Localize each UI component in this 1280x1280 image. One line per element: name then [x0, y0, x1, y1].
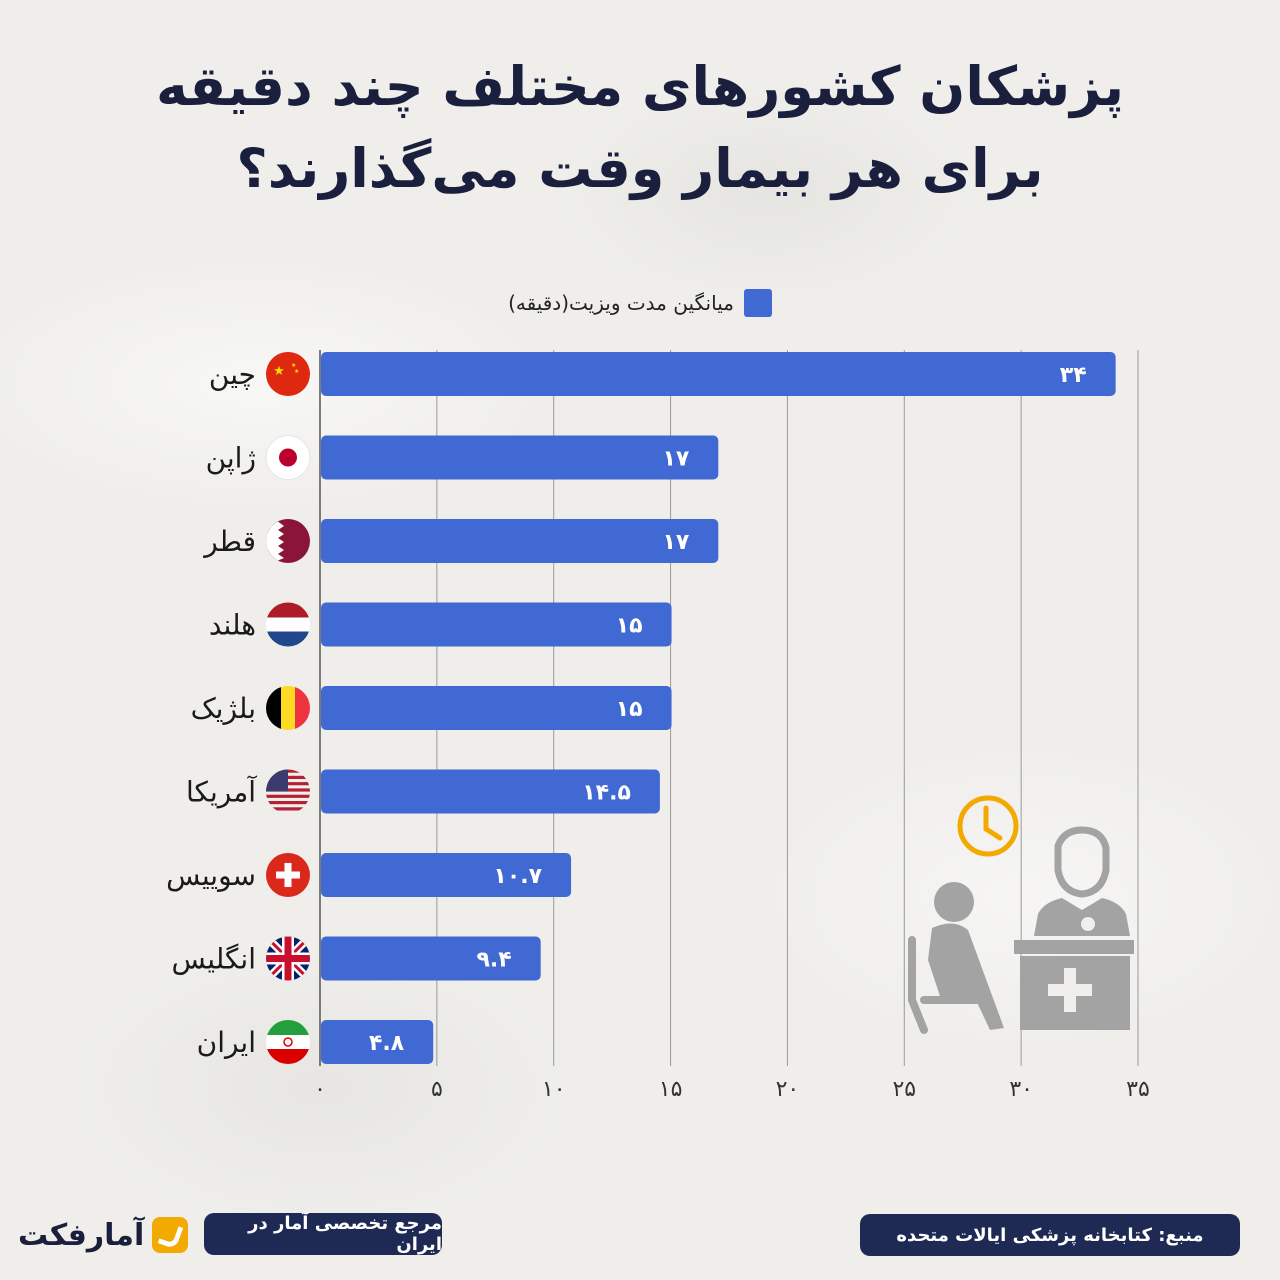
switzerland-flag-icon — [266, 853, 310, 897]
category-label: ژاپن — [206, 442, 256, 475]
doctor-patient-illustration — [908, 795, 1134, 1034]
bar — [321, 686, 672, 730]
logo-text: آمارفکت — [18, 1217, 145, 1253]
desk-icon — [1014, 940, 1134, 1030]
category-label: چین — [209, 358, 256, 391]
bars: ۳۴ ۱۷ ۱۷ ۱۵ ۱۵ ۱۴.۵ ۱۰.۷ ۹.۴ ۴.۸ — [321, 352, 1116, 1064]
bar-value-label: ۱۵ — [616, 697, 643, 722]
japan-flag-icon — [265, 435, 311, 480]
qatar-flag-icon — [266, 519, 310, 563]
bar — [321, 1020, 434, 1064]
legend-label: میانگین مدت ویزیت(دقیقه) — [508, 291, 734, 315]
china-flag-icon: ★ ★★ — [266, 352, 310, 396]
bar — [321, 435, 719, 480]
x-tick-label: ۲۰ — [776, 1077, 800, 1102]
x-tick-label: ۵ — [431, 1077, 443, 1102]
bar — [321, 936, 541, 981]
chart-legend: میانگین مدت ویزیت(دقیقه) — [440, 286, 840, 320]
x-tick-label: ۱۰ — [542, 1077, 566, 1102]
bar-value-label: ۹.۴ — [476, 948, 511, 973]
x-tick-label: ۰ — [314, 1077, 326, 1102]
chart-title-line-2: برای هر بیمار وقت می‌گذارند؟ — [236, 137, 1044, 200]
doctor-icon — [1034, 826, 1130, 936]
bar — [321, 519, 719, 563]
svg-text:★: ★ — [291, 362, 296, 369]
bar — [321, 853, 572, 897]
uk-flag-icon — [266, 936, 310, 981]
category-label: سوییس — [166, 859, 256, 892]
x-tick-label: ۳۵ — [1126, 1077, 1150, 1102]
bar-value-label: ۱۴.۵ — [582, 781, 631, 806]
bar-value-label: ۱۷ — [662, 530, 689, 555]
bar — [321, 769, 660, 814]
netherlands-flag-icon — [266, 602, 310, 647]
bar-value-label: ۱۵ — [616, 614, 643, 639]
clock-icon — [957, 795, 1019, 857]
y-axis-categories: ★ ★★چینژاپنقطرهلندبلژیکآمریکاسوییسانگلیسا… — [166, 352, 311, 1064]
chart-title-line-1: پزشکان کشورهای مختلف چند دقیقه — [155, 55, 1125, 118]
svg-text:★: ★ — [294, 368, 299, 375]
category-label: انگلیس — [172, 943, 256, 976]
category-label: آمریکا — [186, 776, 257, 809]
bar — [321, 602, 672, 647]
brand-logo: آمارفکت — [18, 1212, 198, 1258]
category-label: هلند — [209, 609, 256, 642]
logo-mark-icon — [152, 1217, 189, 1253]
bar-value-label: ۱۰.۷ — [493, 864, 542, 889]
category-label: بلژیک — [191, 692, 256, 725]
bar — [321, 352, 1116, 396]
patient-icon — [908, 882, 1004, 1034]
x-tick-label: ۲۵ — [892, 1077, 916, 1102]
source-badge: منبع: کتابخانه پزشکی ایالات متحده — [860, 1214, 1240, 1256]
x-tick-label: ۱۵ — [659, 1077, 683, 1102]
bar-value-label: ۴.۸ — [369, 1031, 405, 1056]
tagline-badge: مرجع تخصصی آمار در ایران — [204, 1213, 442, 1255]
usa-flag-icon — [266, 769, 310, 811]
legend-swatch — [743, 289, 772, 317]
svg-text:★: ★ — [273, 364, 285, 379]
bar-value-label: ۳۴ — [1060, 363, 1087, 388]
belgium-flag-icon — [266, 686, 310, 730]
x-axis-ticks: ۰ ۵ ۱۰ ۱۵ ۲۰ ۲۵ ۳۰ ۳۵ — [314, 1077, 1150, 1102]
category-label: قطر — [202, 525, 256, 558]
x-tick-label: ۳۰ — [1009, 1077, 1033, 1102]
category-label: ایران — [197, 1026, 256, 1059]
bar-value-label: ۱۷ — [662, 447, 689, 472]
iran-flag-icon — [266, 1020, 310, 1064]
